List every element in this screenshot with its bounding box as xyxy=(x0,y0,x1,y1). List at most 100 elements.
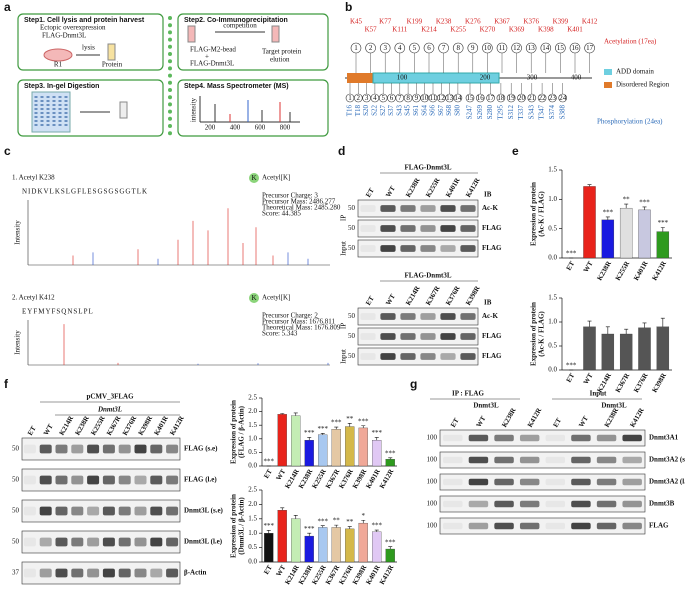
band xyxy=(55,568,68,578)
band xyxy=(400,245,416,252)
mw-label: 100 xyxy=(427,456,438,464)
band xyxy=(443,522,463,530)
connector-dot xyxy=(168,116,172,121)
band xyxy=(87,537,100,547)
label: Phosphorylation (24ea) xyxy=(597,118,663,126)
site-circle xyxy=(555,42,566,54)
label: 23 xyxy=(549,94,557,102)
band xyxy=(622,500,642,508)
site-circle xyxy=(496,42,508,54)
bar xyxy=(619,207,633,259)
step-title: Step3. In-gel Digestion xyxy=(24,83,99,90)
mw-label: 50 xyxy=(12,476,20,484)
site-label: S68 xyxy=(445,105,453,116)
error-bar xyxy=(334,524,339,528)
band xyxy=(571,478,591,486)
band xyxy=(87,506,100,516)
x-tick-label: K255R xyxy=(614,259,632,282)
error-bar xyxy=(280,413,285,415)
x-tick-label: ET xyxy=(565,372,577,384)
row-label: Dnmt3L (l.e) xyxy=(184,538,223,546)
label: lysis xyxy=(82,44,95,52)
site-label: S388 xyxy=(558,105,566,120)
label: Input xyxy=(340,241,348,256)
lane-label: ET xyxy=(552,416,564,428)
site-label: K238 xyxy=(436,18,452,26)
x-tick-label: K412R xyxy=(378,563,396,586)
x-tick-label: K401R xyxy=(632,259,650,282)
band xyxy=(39,475,52,485)
mw-label: 100 xyxy=(427,522,438,530)
dish xyxy=(43,48,73,62)
row-label: FLAG xyxy=(649,522,669,530)
x-tick-label: ET xyxy=(565,260,577,272)
label: Target protein xyxy=(262,48,302,56)
significance: *** xyxy=(304,525,315,533)
site-circle xyxy=(370,93,380,103)
label: intensity xyxy=(190,97,198,122)
connector-dot xyxy=(168,102,172,107)
band xyxy=(420,353,436,360)
label: 7 xyxy=(398,94,402,102)
band xyxy=(102,506,115,516)
bar xyxy=(318,434,328,467)
band xyxy=(460,245,476,252)
site-circle xyxy=(527,93,537,103)
significance: *** xyxy=(331,419,342,427)
band xyxy=(460,313,476,320)
y-axis-label: (FLAG / β-Actin) xyxy=(238,405,246,458)
significance: *** xyxy=(264,522,275,530)
row-label: Dnmt3A1 xyxy=(649,434,679,442)
site-label: K199 xyxy=(407,18,423,26)
site-circle xyxy=(511,42,522,54)
error-bar xyxy=(293,515,298,519)
site-circle xyxy=(453,93,463,103)
y-axis-label: Expression of protein xyxy=(230,494,238,558)
y-tick-label: 1.0 xyxy=(248,434,257,442)
tube xyxy=(107,43,116,61)
site-label: K399 xyxy=(553,18,569,26)
y-axis-label: (Ac-K / FLAG) xyxy=(538,191,546,237)
site-label: K214 xyxy=(421,26,437,34)
connector-dot xyxy=(168,59,172,64)
label: 16 xyxy=(477,94,485,102)
lane-label: K412R xyxy=(168,414,186,437)
row-label: Ac-K xyxy=(482,312,498,320)
bar xyxy=(619,333,633,371)
disordered-region xyxy=(347,73,373,83)
error-bar xyxy=(605,326,610,334)
label: IB xyxy=(484,299,492,307)
error-bar xyxy=(320,525,325,528)
band xyxy=(400,333,416,340)
band xyxy=(519,456,540,464)
label: 13 xyxy=(528,44,536,52)
label: competition xyxy=(223,22,257,30)
error-bar xyxy=(280,507,285,511)
bar xyxy=(304,535,314,563)
lane-label: K255R xyxy=(424,176,442,199)
connector-dot xyxy=(168,16,172,20)
y-axis-label: (Ac-K / FLAG) xyxy=(538,311,546,357)
label: Dnmt3L xyxy=(473,402,499,410)
site-label: T16 xyxy=(346,105,354,117)
band xyxy=(71,444,84,454)
row-label: Dnmt3L (s.e) xyxy=(184,507,224,515)
blot-frame xyxy=(439,495,646,513)
site-label: K111 xyxy=(392,26,408,34)
site-label: S247 xyxy=(466,105,474,120)
panel-letter: b xyxy=(345,0,352,14)
label: 7 xyxy=(442,44,446,52)
site-label: S45 xyxy=(404,105,412,116)
error-bar xyxy=(388,546,393,550)
label: Precursor Mass: 1676.811 xyxy=(262,318,336,326)
site-label: T18 xyxy=(354,105,362,117)
significance: *** xyxy=(372,429,383,437)
blot-frame xyxy=(21,468,181,492)
significance: * xyxy=(362,512,366,520)
site-circle xyxy=(394,42,406,54)
error-bar xyxy=(347,422,352,427)
lane-label: WT xyxy=(42,422,55,436)
legend-swatch xyxy=(604,82,612,88)
label: Precursor Charge: 2 xyxy=(262,312,318,320)
band xyxy=(360,225,376,232)
